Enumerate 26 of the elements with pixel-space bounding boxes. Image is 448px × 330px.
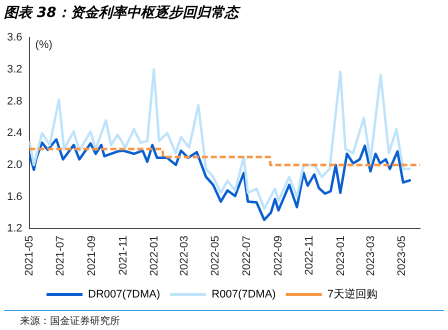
chart-title: 图表 38：资金利率中枢逐步回归常态 [3, 4, 242, 23]
y-tick-label: 2.8 [6, 95, 22, 108]
x-tick-label: 2022-01 [148, 236, 160, 276]
x-tick-label: 2023-01 [334, 236, 347, 276]
x-tick-label: 2022-09 [272, 236, 285, 276]
y-tick-label: 2.4 [6, 127, 22, 140]
legend-label: R007(7DMA) [212, 288, 276, 301]
x-tick-label: 2021-05 [23, 236, 36, 276]
x-tick-label: 2022-05 [210, 236, 222, 276]
x-tick-label: 2022-03 [178, 236, 191, 276]
legend-label: DR007(7DMA) [88, 288, 160, 301]
y-tick-label: 3.6 [6, 32, 22, 44]
x-tick-label: 2021-07 [54, 236, 66, 276]
legend-label: 7天逆回购 [327, 288, 378, 301]
y-tick-label: 1.2 [6, 222, 22, 235]
x-tick-label: 2022-11 [304, 236, 316, 276]
y-tick-label: 3.2 [6, 63, 22, 76]
x-tick-label: 2021-11 [117, 236, 130, 276]
y-axis-title: (%) [35, 39, 52, 52]
source-note: 来源：国金证券研究所 [19, 314, 121, 328]
x-tick-label: 2021-09 [86, 236, 98, 276]
x-tick-label: 2022-07 [240, 236, 253, 276]
x-tick-label: 2023-03 [365, 236, 377, 276]
y-tick-label: 2.0 [6, 158, 22, 171]
x-tick-label: 2023-05 [396, 236, 408, 276]
y-tick-label: 1.6 [6, 190, 22, 203]
